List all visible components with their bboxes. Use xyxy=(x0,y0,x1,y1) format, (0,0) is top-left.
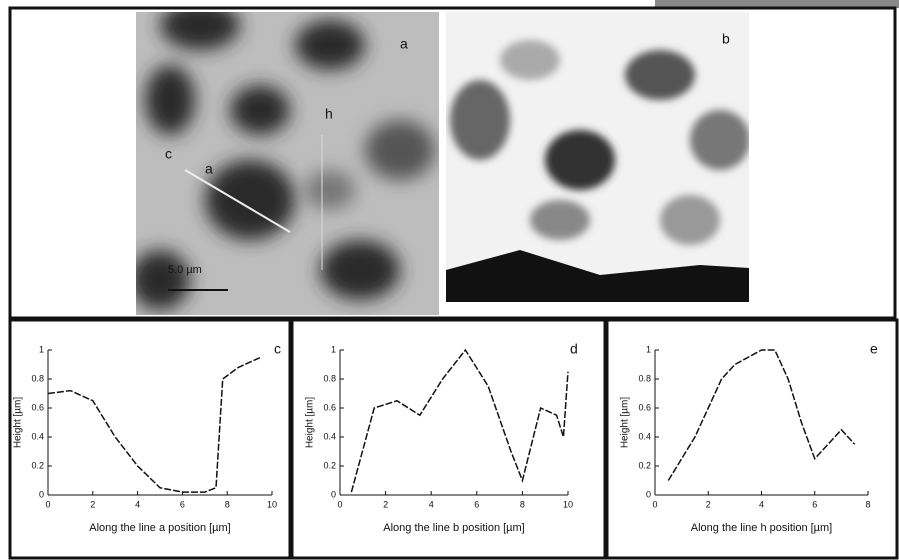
y-tick-label: 0.6 xyxy=(638,402,651,412)
y-tick-label: 0.6 xyxy=(323,402,336,412)
x-axis-label: Along the line a position [µm] xyxy=(89,522,230,534)
x-tick-label: 6 xyxy=(474,499,479,509)
y-tick-label: 1 xyxy=(39,344,44,354)
x-tick-label: 4 xyxy=(429,499,434,509)
x-axis-label: Along the line b position [µm] xyxy=(383,522,524,534)
panel-label: b xyxy=(722,31,730,47)
x-tick-label: 0 xyxy=(45,499,50,509)
x-tick-label: 6 xyxy=(180,499,185,509)
x-tick-label: 4 xyxy=(135,499,140,509)
y-axis-label: Height [µm] xyxy=(305,397,316,449)
y-tick-label: 0 xyxy=(646,489,651,499)
x-tick-label: 10 xyxy=(267,499,277,509)
data-line xyxy=(351,350,568,492)
x-axis-label: Along the line h position [µm] xyxy=(691,522,832,534)
micrograph-b xyxy=(446,12,750,302)
x-tick-label: 8 xyxy=(865,499,870,509)
y-tick-label: 0 xyxy=(331,489,336,499)
panel-label: c xyxy=(274,341,281,357)
y-axis-label: Height [µm] xyxy=(620,397,631,449)
y-tick-label: 0.8 xyxy=(31,373,44,383)
y-tick-label: 0.2 xyxy=(638,460,651,470)
x-tick-label: 0 xyxy=(652,499,657,509)
line-label: h xyxy=(325,106,333,122)
figure: a c a h 5.0 µm b 024681000.20.40.60.81cA… xyxy=(0,0,899,560)
x-tick-label: 10 xyxy=(563,499,573,509)
x-tick-label: 4 xyxy=(759,499,764,509)
y-tick-label: 0.8 xyxy=(323,373,336,383)
y-tick-label: 0 xyxy=(39,489,44,499)
x-tick-label: 8 xyxy=(520,499,525,509)
data-line xyxy=(668,350,854,481)
y-tick-label: 0.2 xyxy=(323,460,336,470)
y-tick-label: 0.2 xyxy=(31,460,44,470)
x-tick-label: 2 xyxy=(383,499,388,509)
y-tick-label: 1 xyxy=(331,344,336,354)
y-tick-label: 0.4 xyxy=(31,431,44,441)
panel-label: e xyxy=(870,341,878,357)
x-tick-label: 6 xyxy=(812,499,817,509)
y-axis-label: Height [µm] xyxy=(13,397,24,449)
panel-label: a xyxy=(400,36,408,52)
scale-bar-label: 5.0 µm xyxy=(168,264,202,276)
panel-label: d xyxy=(570,341,578,357)
x-tick-label: 2 xyxy=(90,499,95,509)
data-line xyxy=(48,357,261,492)
x-tick-label: 8 xyxy=(225,499,230,509)
y-tick-label: 0.4 xyxy=(638,431,651,441)
y-tick-label: 1 xyxy=(646,344,651,354)
y-tick-label: 0.4 xyxy=(323,431,336,441)
x-tick-label: 0 xyxy=(337,499,342,509)
line-label: a xyxy=(205,161,213,177)
y-tick-label: 0.8 xyxy=(638,373,651,383)
y-tick-label: 0.6 xyxy=(31,402,44,412)
x-tick-label: 2 xyxy=(706,499,711,509)
line-label: c xyxy=(165,146,172,162)
